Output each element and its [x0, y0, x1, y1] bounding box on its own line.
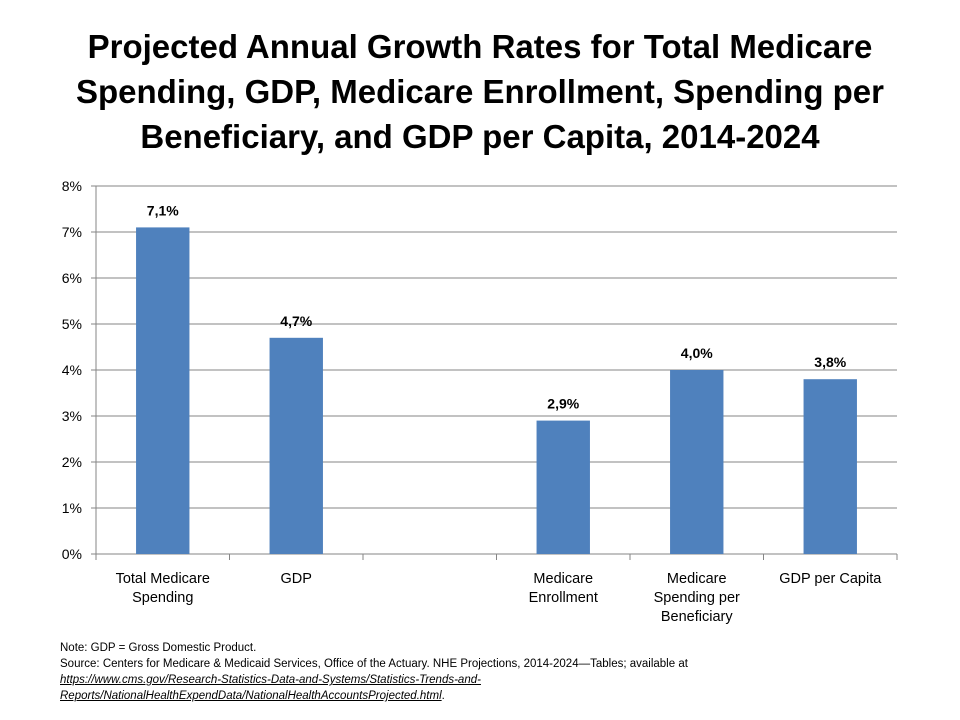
x-category-label: Medicare	[533, 571, 593, 587]
data-label: 4,7%	[280, 313, 312, 329]
data-label: 2,9%	[547, 396, 579, 412]
y-tick-label: 8%	[62, 178, 82, 194]
chart-title: Projected Annual Growth Rates for Total …	[75, 28, 885, 155]
y-tick-label: 4%	[62, 362, 82, 378]
source-text: Source: Centers for Medicare & Medicaid …	[60, 656, 920, 704]
gridlines	[96, 185, 897, 555]
x-category-label: Enrollment	[529, 590, 598, 606]
bar	[136, 227, 190, 554]
bar-chart: 0% 1% 2% 3% 4% 5% 6% 7% 8% 7,1% Total Medicare Spen…	[62, 178, 898, 625]
x-category-label: Spending	[132, 590, 193, 606]
source-link-line-1: https://www.cms.gov/Research-Statistics-…	[60, 674, 481, 686]
labels: 0% 1% 2% 3% 4% 5% 6% 7% 8% 7,1% Total Medicare Spen…	[62, 178, 882, 625]
source-period: .	[441, 690, 445, 702]
bar	[803, 379, 857, 554]
y-tick-label: 0%	[62, 546, 82, 562]
y-tick-label: 7%	[62, 224, 82, 240]
source-label: Source: Centers for Medicare & Medicaid …	[60, 658, 688, 670]
chart-notes: Note: GDP = Gross Domestic Product. Sour…	[60, 640, 920, 704]
bar	[670, 370, 724, 554]
y-tick-label: 5%	[62, 316, 82, 332]
y-tick-label: 2%	[62, 454, 82, 470]
x-category-label: Spending per	[654, 590, 740, 606]
source-link[interactable]: https://www.cms.gov/Research-Statistics-…	[60, 674, 481, 702]
data-label: 3,8%	[814, 354, 846, 370]
axes	[91, 185, 898, 560]
x-category-label: GDP	[281, 571, 312, 587]
bar	[269, 337, 323, 554]
y-tick-label: 1%	[62, 500, 82, 516]
x-category-label: Total Medicare	[116, 571, 210, 587]
x-category-label: Medicare	[667, 571, 727, 587]
source-link-line-2: Reports/NationalHealthExpendData/Nationa…	[60, 690, 442, 702]
x-category-label: Beneficiary	[661, 609, 733, 625]
y-tick-label: 6%	[62, 270, 82, 286]
bar	[536, 420, 590, 554]
note-text: Note: GDP = Gross Domestic Product.	[60, 642, 257, 654]
data-label: 4,0%	[681, 345, 713, 361]
y-tick-label: 3%	[62, 408, 82, 424]
bars	[136, 227, 857, 554]
x-category-label: GDP per Capita	[779, 571, 882, 587]
data-label: 7,1%	[147, 202, 179, 218]
